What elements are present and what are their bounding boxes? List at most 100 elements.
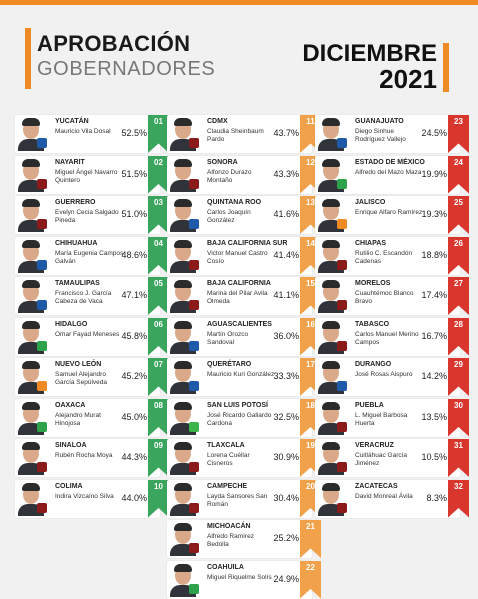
- party-logo-icon: [37, 381, 47, 391]
- rank-number: 26: [454, 238, 463, 248]
- rank-ribbon: [148, 398, 169, 437]
- governor-name: José Ricardo Gallardo Cardona: [207, 411, 272, 427]
- approval-percentage: 10.5%: [421, 452, 447, 462]
- approval-percentage: 44.3%: [121, 452, 147, 462]
- approval-percentage: 43.3%: [273, 168, 299, 179]
- governor-name: Claudia Sheinbaum Pardo: [207, 128, 264, 143]
- rank-number: 02: [154, 157, 163, 167]
- approval-percentage: 43.7%: [273, 128, 299, 138]
- governor-card: ZACATECAS David Monreal Ávila 8.3% 32: [315, 479, 469, 518]
- party-logo-icon: [37, 219, 47, 229]
- approval-percentage: 41.1%: [273, 290, 299, 300]
- rank-number: 24: [454, 157, 463, 167]
- party-logo-icon: [37, 300, 47, 310]
- approval-percentage: 19.9%: [421, 168, 447, 179]
- governor-name: Cuitláhuac García Jiménez: [355, 452, 408, 467]
- state-name: VERACRUZ: [355, 442, 394, 449]
- date-year: 2021: [379, 64, 437, 94]
- governor-card: MORELOS Cuauhtémoc Blanco Bravo 17.4% 27: [315, 277, 469, 315]
- governor-name: Miguel Ángel Navarro Quintero: [55, 168, 118, 184]
- rank-number: 04: [154, 238, 163, 248]
- governor-card: SONORA Alfonzo Durazo Montaño 43.3% 12: [167, 155, 321, 194]
- governor-card: NAYARIT Miguel Ángel Navarro Quintero 51.5…: [15, 155, 169, 194]
- governor-card: TLAXCALA Lorena Cuéllar Cisneros 30.9% 19: [167, 439, 321, 477]
- party-logo-icon: [337, 138, 347, 148]
- approval-percentage: 36.0%: [273, 330, 299, 341]
- governor-name: Indira Vizcaíno Silva: [55, 492, 114, 500]
- approval-percentage: 25.2%: [273, 533, 299, 543]
- rank-number: 21: [306, 522, 315, 531]
- governor-photo: [170, 522, 196, 556]
- approval-percentage: 41.4%: [273, 249, 299, 260]
- state-name: CHIAPAS: [355, 239, 386, 247]
- party-logo-icon: [37, 178, 47, 189]
- rank-number: 17: [306, 360, 315, 369]
- governor-name: Rutilio C. Escandón Cadenas: [355, 249, 413, 265]
- rank-number: 22: [306, 562, 315, 572]
- party-logo-icon: [189, 300, 199, 310]
- approval-percentage: 32.5%: [273, 411, 299, 422]
- governor-card: SAN LUIS POTOSÍ José Ricardo Gallardo Car…: [167, 398, 321, 437]
- approval-percentage: 16.7%: [421, 330, 447, 341]
- state-name: NAYARIT: [55, 158, 85, 166]
- governor-card: CHIHUAHUA María Eugenia Campos Galván 48.6…: [15, 236, 169, 275]
- approval-percentage: 51.0%: [121, 209, 147, 219]
- governor-card: CAMPECHE Layda Sansores San Román 30.4% 20: [167, 479, 321, 518]
- rank-ribbon: [148, 479, 169, 518]
- governor-name: Mauricio Vila Dosal: [55, 128, 111, 135]
- approval-percentage: 17.4%: [421, 290, 447, 300]
- approval-percentage: 33.3%: [273, 371, 299, 381]
- rank-number: 30: [454, 400, 463, 410]
- approval-percentage: 24.9%: [273, 573, 299, 584]
- party-logo-icon: [189, 421, 199, 432]
- governor-name: Samuel Alejandro García Sepúlveda: [55, 371, 108, 386]
- rank-number: 10: [154, 481, 163, 491]
- rank-ribbon: [148, 439, 169, 477]
- rank-number: 13: [306, 198, 315, 207]
- governor-name: Marina del Pilar Avila Olmeda: [207, 290, 268, 305]
- governor-card: TABASCO Carlos Manuel Merino Campos 16.7% 2…: [315, 317, 469, 356]
- state-name: COAHUILA: [207, 563, 244, 571]
- rank-ribbon: [148, 236, 169, 275]
- approval-percentage: 30.4%: [273, 492, 299, 503]
- approval-percentage: 52.5%: [121, 128, 147, 138]
- state-name: GUERRERO: [55, 199, 96, 206]
- rank-ribbon: [148, 317, 169, 356]
- governor-card: BAJA CALIFORNIA SUR Victor Manuel Castro …: [167, 236, 321, 275]
- state-name: AGUASCALIENTES: [207, 320, 272, 328]
- governor-photo: [318, 198, 344, 232]
- approval-percentage: 45.0%: [121, 411, 147, 422]
- rank-number: 07: [154, 360, 163, 369]
- rank-number: 29: [454, 360, 463, 369]
- governor-card: PUEBLA L. Miguel Barbosa Huerta 13.5% 30: [315, 398, 469, 437]
- state-name: SONORA: [207, 158, 238, 166]
- governor-card: GUANAJUATO Diego Sinhue Rodríguez Vallejo…: [315, 115, 469, 153]
- approval-percentage: 30.9%: [273, 452, 299, 462]
- party-logo-icon: [37, 138, 47, 148]
- state-name: HIDALGO: [55, 320, 88, 328]
- rank-number: 15: [306, 279, 315, 288]
- governor-name: Evelyn Cecia Salgado Pineda: [55, 209, 119, 224]
- approval-percentage: 51.5%: [121, 168, 147, 179]
- governor-name: José Rosas Aispuro: [355, 371, 413, 378]
- party-logo-icon: [337, 178, 347, 189]
- approval-percentage: 45.8%: [121, 330, 147, 341]
- state-name: ESTADO DE MÉXICO: [355, 158, 425, 166]
- governor-name: Enrique Alfaro Ramírez: [355, 209, 423, 216]
- governor-card: VERACRUZ Cuitláhuac García Jiménez 10.5% 31: [315, 439, 469, 477]
- party-logo-icon: [189, 462, 199, 472]
- state-name: GUANAJUATO: [355, 118, 404, 125]
- governor-card: AGUASCALIENTES Martín Orozco Sandoval 36.0…: [167, 317, 321, 356]
- state-name: TAMAULIPAS: [55, 280, 100, 287]
- governor-card: GUERRERO Evelyn Cecia Salgado Pineda 51.0%…: [15, 196, 169, 234]
- state-name: QUINTANA ROO: [207, 199, 262, 206]
- state-name: QUERÉTARO: [207, 361, 252, 368]
- rank-number: 05: [154, 279, 163, 288]
- approval-percentage: 19.3%: [421, 209, 447, 219]
- rank-ribbon: [148, 277, 169, 315]
- governor-name: Cuauhtémoc Blanco Bravo: [355, 290, 414, 305]
- governor-card: BAJA CALIFORNIA Marina del Pilar Avila Ol…: [167, 277, 321, 315]
- governor-name: Omar Fayad Meneses: [55, 330, 120, 338]
- party-logo-icon: [189, 583, 199, 594]
- party-logo-icon: [189, 178, 199, 189]
